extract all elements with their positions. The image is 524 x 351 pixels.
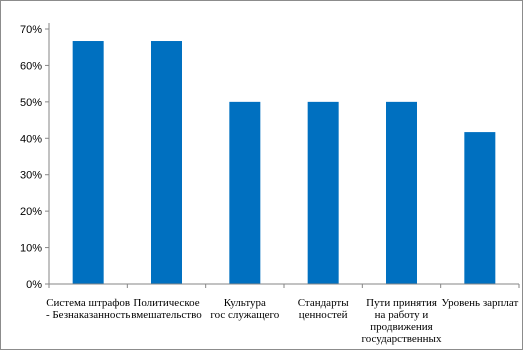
x-category-label: Пути принятия на работу и продвижения госуд… — [362, 297, 442, 350]
x-category-label: Политическое вмешательство — [131, 297, 202, 321]
bar — [151, 41, 182, 285]
y-tick-label: 70% — [20, 24, 42, 36]
bar — [386, 101, 417, 284]
y-tick-label: 30% — [20, 170, 42, 182]
bar — [464, 132, 496, 284]
x-category-label: Культура гос служащего — [210, 297, 279, 321]
bar — [72, 41, 104, 285]
y-tick-label: 10% — [20, 243, 42, 255]
y-tick-label: 20% — [20, 206, 42, 218]
y-axis-ticks: 0% 10% 20% 30% 40% 50% 60% 70% — [20, 24, 42, 291]
x-category-label: Уровень зарплат — [441, 297, 518, 309]
y-tick-label: 60% — [20, 60, 42, 72]
x-category-label: Система штрафов - Безнаказанность — [46, 297, 130, 321]
bar — [307, 101, 339, 284]
x-axis-labels: Система штрафов - БезнаказанностьПолитиче… — [46, 297, 519, 350]
x-category-label: Стандарты ценностей — [298, 297, 350, 321]
bars — [72, 41, 496, 285]
bar — [229, 101, 261, 284]
y-tick-label: 40% — [20, 133, 42, 145]
y-tick-label: 0% — [26, 279, 42, 291]
axes — [45, 23, 520, 288]
y-tick-label: 50% — [20, 97, 42, 109]
